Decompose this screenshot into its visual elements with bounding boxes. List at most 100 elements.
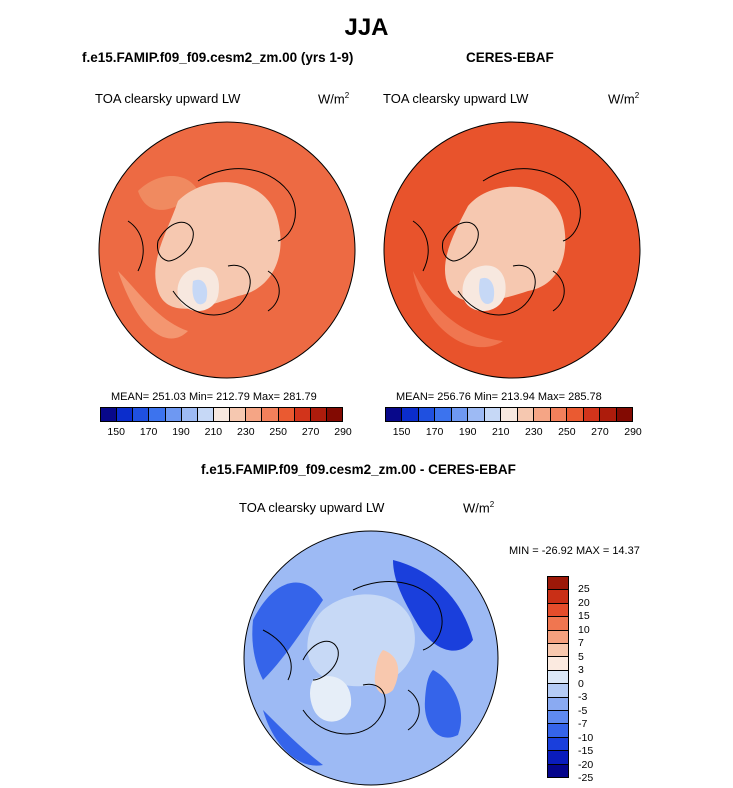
- colorbar-swatch: [534, 408, 551, 421]
- colorbar-tick-label: -3: [578, 691, 588, 704]
- colorbar-tick-label: 270: [591, 426, 609, 438]
- colorbar-swatch: [548, 751, 568, 765]
- colorbar-swatch: [101, 408, 118, 421]
- colorbar-swatch: [548, 657, 568, 671]
- colorbar-swatch: [468, 408, 485, 421]
- stats-obs: MEAN= 256.76 Min= 213.94 Max= 285.78: [396, 391, 602, 403]
- colorbar-swatch: [181, 408, 198, 421]
- colorbar-swatch: [548, 630, 568, 645]
- cold-bias-region: [263, 710, 323, 766]
- colorbar-swatch: [517, 408, 535, 421]
- colorbar-tick-label: 250: [558, 426, 576, 438]
- coastline: [267, 270, 280, 312]
- cold-bias-region: [252, 582, 323, 680]
- colorbar-swatch: [548, 697, 568, 712]
- polar-map-obs: [383, 121, 641, 379]
- coastline: [482, 168, 581, 242]
- colorbar-tick-label: 15: [578, 610, 590, 623]
- coastline: [172, 264, 251, 316]
- colorbar-tick-label: -7: [578, 718, 588, 731]
- colorbar-tick-label: 10: [578, 623, 590, 636]
- colorbar-ticks-obs: 150 170 190 210 230 250 270 290: [385, 426, 642, 440]
- coastline: [442, 221, 479, 262]
- colorbar-swatch: [117, 408, 134, 421]
- coastline: [302, 640, 339, 681]
- colorbar-model: [100, 407, 343, 422]
- coastline: [412, 220, 429, 272]
- colorbar-swatch: [149, 408, 166, 421]
- colorbar-tick-label: 250: [269, 426, 287, 438]
- variable-label-obs: TOA clearsky upward LW: [383, 91, 529, 106]
- colorbar-swatch: [386, 408, 403, 421]
- colorbar-swatch: [548, 617, 568, 631]
- colorbar-swatch: [246, 408, 263, 421]
- coastline: [352, 581, 443, 651]
- colorbar-tick-label: -5: [578, 704, 588, 717]
- stats-model: MEAN= 251.03 Min= 212.79 Max= 281.79: [111, 391, 317, 403]
- colorbar-tick-label: 20: [578, 596, 590, 609]
- warm-bias-region: [374, 650, 399, 695]
- colorbar-swatch: [326, 408, 343, 421]
- stats-diff: MIN = -26.92 MAX = 14.37: [509, 545, 640, 557]
- colorbar-tick-label: 190: [458, 426, 477, 438]
- colorbar-swatch: [133, 408, 150, 421]
- variable-label-diff: TOA clearsky upward LW: [239, 500, 385, 515]
- colorbar-tick-label: -10: [578, 731, 594, 744]
- colorbar-swatch: [418, 408, 436, 421]
- colorbar-swatch: [600, 408, 617, 421]
- polar-map-model: [98, 121, 356, 379]
- colorbar-tick-label: 210: [204, 426, 223, 438]
- colorbar-obs: [385, 407, 633, 422]
- panel-title-model: f.e15.FAMIP.f09_f09.cesm2_zm.00 (yrs 1-9…: [82, 50, 354, 65]
- colorbar-swatch: [550, 408, 568, 421]
- units-label-obs: W/m2: [608, 91, 640, 107]
- cold-bias-region: [393, 560, 473, 651]
- colorbar-tick-label: 210: [491, 426, 510, 438]
- variable-label-model: TOA clearsky upward LW: [95, 91, 241, 106]
- colorbar-swatch: [548, 711, 568, 725]
- colorbar-swatch: [548, 684, 568, 698]
- colorbar-tick-label: 190: [172, 426, 190, 438]
- colorbar-tick-label: 5: [578, 650, 584, 663]
- colorbar-swatch: [501, 408, 518, 421]
- colorbar-tick-label: -15: [578, 745, 594, 758]
- colorbar-swatch: [278, 408, 295, 421]
- colorbar-swatch: [484, 408, 502, 421]
- coastline: [302, 683, 386, 735]
- colorbar-tick-label: 290: [334, 426, 352, 438]
- coastline: [407, 689, 420, 731]
- colorbar-swatch: [548, 724, 568, 738]
- colorbar-swatch: [197, 408, 214, 421]
- coastline: [552, 270, 565, 312]
- coastline: [262, 629, 292, 681]
- greenland-cold-core: [192, 279, 208, 305]
- colorbar-tick-label: 230: [237, 426, 255, 438]
- colorbar-swatch: [310, 408, 327, 421]
- polar-map-diff: [243, 530, 499, 786]
- colorbar-swatch: [294, 408, 311, 421]
- panel-title-obs: CERES-EBAF: [466, 50, 554, 65]
- colorbar-tick-label: 290: [624, 426, 642, 438]
- coastline: [127, 220, 144, 272]
- colorbar-tick-label: 150: [107, 426, 125, 438]
- colorbar-tick-label: 3: [578, 664, 584, 677]
- colorbar-tick-label: -25: [578, 772, 594, 784]
- colorbar-tick-label: 7: [578, 637, 584, 650]
- units-label-model: W/m2: [318, 91, 350, 107]
- colorbar-tick-label: 230: [525, 426, 543, 438]
- coastline: [157, 221, 194, 262]
- colorbar-diff: [547, 576, 569, 778]
- coastline: [457, 264, 536, 316]
- colorbar-tick-label: 25: [578, 583, 590, 596]
- greenland-cold-core: [479, 277, 495, 305]
- colorbar-ticks-model: 150 170 190 210 230 250 270 290: [100, 426, 351, 440]
- colorbar-swatch: [230, 408, 247, 421]
- colorbar-tick-label: 270: [301, 426, 320, 438]
- greenland-region: [310, 676, 352, 722]
- colorbar-tick-label: -20: [578, 758, 594, 771]
- colorbar-swatch: [165, 408, 182, 421]
- colorbar-tick-label: 170: [139, 426, 158, 438]
- colorbar-swatch: [402, 408, 419, 421]
- colorbar-swatch: [262, 408, 279, 421]
- colorbar-swatch: [213, 408, 231, 421]
